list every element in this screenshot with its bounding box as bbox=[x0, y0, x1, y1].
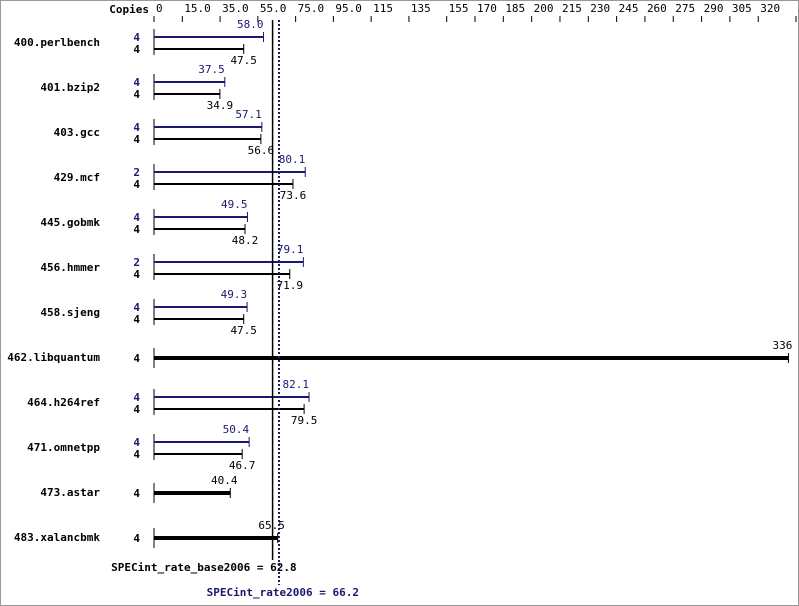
copies-label: 4 bbox=[133, 31, 140, 44]
copies-label: 4 bbox=[133, 448, 140, 461]
value-label: 37.5 bbox=[198, 63, 225, 76]
x-tick-label: 185 bbox=[505, 2, 525, 15]
value-label: 73.6 bbox=[280, 189, 307, 202]
x-tick-label: 15.0 bbox=[184, 2, 211, 15]
value-label: 50.4 bbox=[223, 423, 250, 436]
copies-label: 4 bbox=[133, 223, 140, 236]
category-label: 429.mcf bbox=[54, 171, 100, 184]
copies-label: 2 bbox=[133, 166, 140, 179]
copies-label: 4 bbox=[133, 487, 140, 500]
x-tick-label: 0 bbox=[156, 2, 163, 15]
value-label: 57.1 bbox=[235, 108, 262, 121]
copies-label: 4 bbox=[133, 391, 140, 404]
value-label: 65.5 bbox=[258, 519, 285, 532]
copies-label: 4 bbox=[133, 121, 140, 134]
value-label: 49.5 bbox=[221, 198, 248, 211]
value-label: 47.5 bbox=[230, 54, 257, 67]
reference-label: SPECint_rate_base2006 = 62.8 bbox=[111, 561, 296, 574]
x-tick-label: 75.0 bbox=[298, 2, 325, 15]
value-label: 40.4 bbox=[211, 474, 238, 487]
category-label: 473.astar bbox=[40, 486, 100, 499]
value-label: 58.0 bbox=[237, 18, 264, 31]
copies-label: 4 bbox=[133, 301, 140, 314]
copies-label: 4 bbox=[133, 403, 140, 416]
x-tick-label: 275 bbox=[675, 2, 695, 15]
x-tick-label: 215 bbox=[562, 2, 582, 15]
value-label: 56.6 bbox=[248, 144, 275, 157]
x-tick-label: 245 bbox=[619, 2, 639, 15]
copies-label: 2 bbox=[133, 256, 140, 269]
axis-label: Copies bbox=[109, 3, 149, 16]
category-label: 471.omnetpp bbox=[27, 441, 100, 454]
copies-label: 4 bbox=[133, 88, 140, 101]
category-label: 456.hmmer bbox=[40, 261, 100, 274]
x-tick-label: 305 bbox=[732, 2, 752, 15]
x-tick-label: 260 bbox=[647, 2, 667, 15]
category-label: 483.xalancbmk bbox=[14, 531, 100, 544]
value-label: 82.1 bbox=[283, 378, 310, 391]
category-label: 464.h264ref bbox=[27, 396, 100, 409]
value-label: 46.7 bbox=[229, 459, 256, 472]
category-label: 462.libquantum bbox=[7, 351, 100, 364]
x-tick-label: 290 bbox=[704, 2, 724, 15]
x-tick-label: 230 bbox=[590, 2, 610, 15]
category-label: 400.perlbench bbox=[14, 36, 100, 49]
copies-label: 4 bbox=[133, 268, 140, 281]
value-label: 49.3 bbox=[221, 288, 248, 301]
x-tick-label: 155 bbox=[449, 2, 469, 15]
x-tick-label: 170 bbox=[477, 2, 497, 15]
copies-label: 4 bbox=[133, 178, 140, 191]
value-label: 80.1 bbox=[279, 153, 306, 166]
copies-label: 4 bbox=[133, 43, 140, 56]
x-tick-label: 135 bbox=[411, 2, 431, 15]
copies-label: 4 bbox=[133, 436, 140, 449]
category-label: 445.gobmk bbox=[40, 216, 100, 229]
category-label: 458.sjeng bbox=[40, 306, 100, 319]
value-label: 336 bbox=[773, 339, 793, 352]
value-label: 48.2 bbox=[232, 234, 259, 247]
x-tick-label: 35.0 bbox=[222, 2, 249, 15]
value-label: 47.5 bbox=[230, 324, 257, 337]
value-label: 79.1 bbox=[277, 243, 304, 256]
value-label: 71.9 bbox=[277, 279, 304, 292]
value-label: 34.9 bbox=[207, 99, 234, 112]
value-label: 79.5 bbox=[291, 414, 318, 427]
copies-label: 4 bbox=[133, 313, 140, 326]
copies-label: 4 bbox=[133, 532, 140, 545]
copies-label: 4 bbox=[133, 133, 140, 146]
x-tick-label: 200 bbox=[534, 2, 554, 15]
x-tick-label: 55.0 bbox=[260, 2, 287, 15]
reference-label: SPECint_rate2006 = 66.2 bbox=[207, 586, 359, 599]
x-tick-label: 95.0 bbox=[335, 2, 362, 15]
category-label: 401.bzip2 bbox=[40, 81, 100, 94]
category-label: 403.gcc bbox=[54, 126, 100, 139]
copies-label: 4 bbox=[133, 76, 140, 89]
copies-label: 4 bbox=[133, 211, 140, 224]
x-tick-label: 320 bbox=[760, 2, 780, 15]
x-tick-label: 115 bbox=[373, 2, 393, 15]
copies-label: 4 bbox=[133, 352, 140, 365]
